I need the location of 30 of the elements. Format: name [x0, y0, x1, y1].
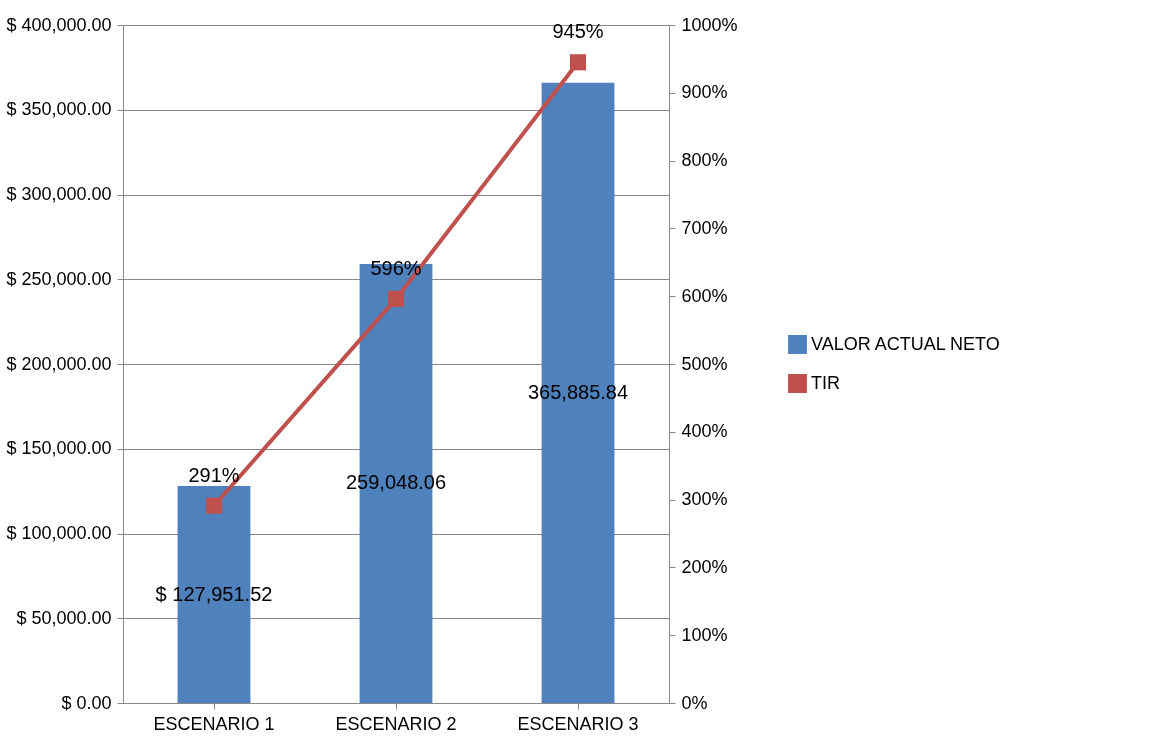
y-tick-label: $ 200,000.00 [6, 353, 112, 374]
legend-label: TIR [811, 372, 840, 393]
y2-tick-label: 700% [681, 217, 728, 238]
y2-tick-label: 400% [681, 421, 728, 442]
x-tick-label: ESCENARIO 2 [335, 713, 457, 734]
y2-tick-label: 0% [681, 692, 708, 713]
x-tick-label: ESCENARIO 3 [517, 713, 639, 734]
y-tick-label: $ 150,000.00 [6, 438, 112, 459]
y2-tick-label: 100% [681, 624, 728, 645]
y2-tick-label: 500% [681, 353, 728, 374]
legend-label: VALOR ACTUAL NETO [811, 333, 1000, 354]
y-tick-label: $ 300,000.00 [6, 184, 112, 204]
y2-tick-label: 1000% [681, 14, 738, 35]
y-tick-label: $ 100,000.00 [6, 523, 112, 543]
data-label: 291% [188, 463, 240, 486]
y-tick-label: $ 350,000.00 [6, 99, 112, 120]
y2-tick-label: 800% [681, 150, 728, 171]
y-tick-label: $ 400,000.00 [6, 14, 112, 35]
x-tick-label: ESCENARIO 1 [153, 713, 275, 734]
y2-tick-label: 600% [681, 285, 728, 306]
y-tick-label: $ 50,000.00 [16, 607, 112, 628]
y-tick-label: $ 0.00 [61, 692, 112, 713]
y2-tick-label: 300% [681, 489, 728, 510]
point [569, 54, 587, 71]
data-label: 945% [552, 20, 604, 43]
y-tick-label: $ 250,000.00 [6, 268, 112, 289]
point [387, 290, 405, 307]
y2-tick-label: 200% [681, 556, 728, 577]
point [205, 497, 223, 514]
y2-tick-label: 900% [681, 82, 728, 103]
